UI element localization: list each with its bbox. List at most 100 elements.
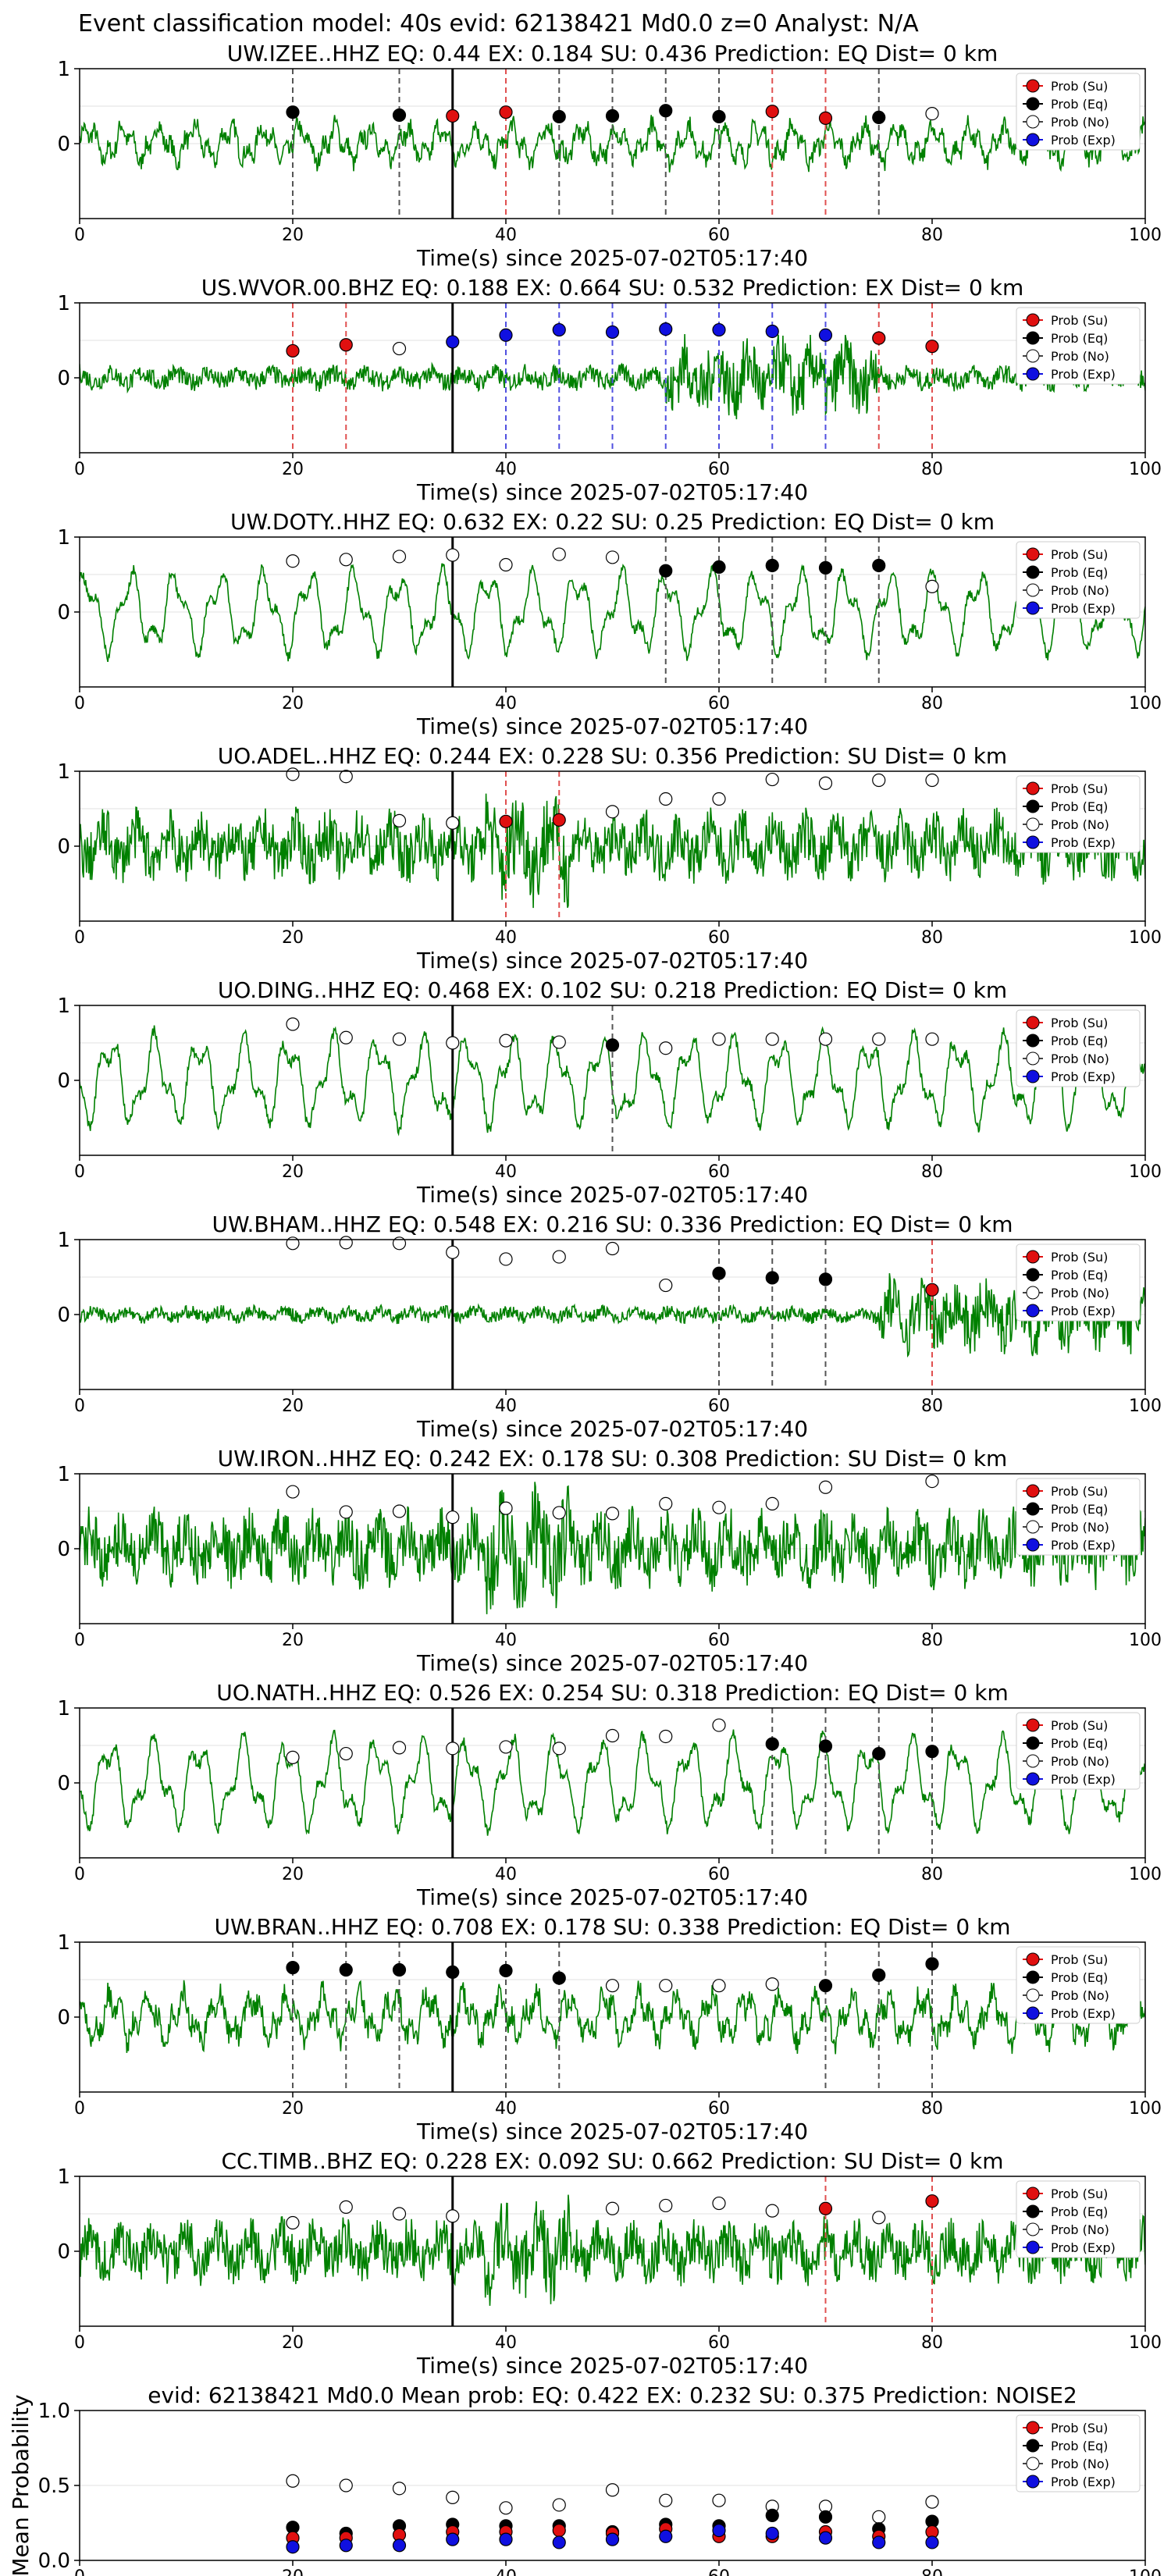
prob-marker-eq	[499, 1963, 513, 1978]
axes-frame	[79, 302, 1146, 454]
legend-label: Prob (Exp)	[1051, 1538, 1116, 1553]
y-tick-label: 0	[57, 601, 70, 624]
legend-label: Prob (No)	[1051, 1988, 1109, 2003]
x-tick-label: 60	[708, 2567, 730, 2576]
legend-marker	[1026, 349, 1040, 363]
legend-box	[1016, 307, 1141, 385]
mean-prob-point-exp	[712, 2524, 726, 2538]
mean-prob-point-exp	[605, 2532, 620, 2546]
prob-marker-no	[659, 1496, 673, 1511]
x-tick-label: 20	[282, 1397, 304, 1416]
panel-title: evid: 62138421 Md0.0 Mean prob: EQ: 0.42…	[148, 2382, 1077, 2408]
legend-marker	[1026, 781, 1040, 795]
waveform-trace	[80, 1980, 1145, 2055]
panels: UW.IZEE..HHZ EQ: 0.44 EX: 0.184 SU: 0.43…	[8, 41, 1162, 2576]
panel-us-wvor-00-bhz: US.WVOR.00.BHZ EQ: 0.188 EX: 0.664 SU: 0…	[57, 275, 1162, 505]
x-axis-label: Time(s) since 2025-07-02T05:17:40	[416, 1182, 808, 1208]
prob-marker-no	[712, 792, 726, 806]
prob-marker-su	[499, 814, 513, 828]
waveform-trace	[80, 1482, 1145, 1614]
x-tick-label: 80	[921, 694, 943, 713]
x-tick-label: 60	[708, 2099, 730, 2119]
y-tick-label: 0	[57, 2240, 70, 2264]
prob-marker-su	[765, 105, 779, 119]
panel-title: US.WVOR.00.BHZ EQ: 0.188 EX: 0.664 SU: 0…	[201, 275, 1024, 301]
legend-marker	[1026, 133, 1040, 147]
mean-prob-point-no	[499, 2501, 513, 2515]
prob-marker-no	[552, 1506, 566, 1520]
legend-marker	[1026, 367, 1040, 381]
waveform-trace	[80, 333, 1145, 420]
prob-marker-eq	[818, 1272, 833, 1286]
x-tick-label: 0	[74, 1865, 85, 1884]
mean-prob-point-su	[552, 2524, 566, 2538]
x-tick-label: 80	[921, 2567, 943, 2576]
legend-label: Prob (Eq)	[1051, 1970, 1108, 1985]
legend-box	[1016, 73, 1141, 151]
legend-marker	[1026, 2006, 1040, 2020]
prob-marker-no	[605, 1507, 620, 1521]
y-axis-label: Mean Probability	[8, 2394, 34, 2576]
prob-marker-no	[872, 773, 886, 788]
prob-marker-no	[605, 2201, 620, 2215]
x-tick-label: 0	[74, 1397, 85, 1416]
panel-cc-timb--bhz: CC.TIMB..BHZ EQ: 0.228 EX: 0.092 SU: 0.6…	[57, 2148, 1162, 2379]
legend-marker	[1026, 1538, 1040, 1552]
prob-marker-eq	[552, 1971, 566, 1985]
mean-prob-point-exp	[552, 2535, 566, 2549]
legend-marker	[1026, 2457, 1040, 2471]
x-tick-label: 40	[495, 1397, 517, 1416]
x-tick-label: 80	[921, 1631, 943, 1650]
x-axis-label: Time(s) since 2025-07-02T05:17:40	[416, 2119, 808, 2144]
y-tick-label: 1	[57, 760, 70, 784]
prob-marker-no	[925, 773, 939, 788]
prob-marker-no	[286, 1485, 300, 1499]
x-tick-label: 20	[282, 2099, 304, 2119]
prob-marker-no	[499, 1501, 513, 1515]
prob-marker-no	[552, 547, 566, 561]
prob-marker-eq	[872, 1968, 886, 1982]
y-tick-label: 1	[57, 58, 70, 81]
prob-marker-eq	[286, 1961, 300, 1975]
y-tick-label: 0	[57, 133, 70, 156]
legend-marker	[1026, 1772, 1040, 1786]
x-tick-label: 100	[1129, 460, 1162, 479]
prob-marker-eq	[818, 1739, 833, 1753]
panel-mean: evid: 62138421 Md0.0 Mean prob: EQ: 0.42…	[8, 2382, 1162, 2576]
legend-marker	[1026, 1718, 1040, 1732]
legend-marker	[1026, 1520, 1040, 1534]
x-tick-label: 40	[495, 1865, 517, 1884]
prob-marker-su	[552, 813, 566, 827]
prob-marker-eq	[818, 560, 833, 575]
prob-marker-no	[605, 550, 620, 564]
prob-marker-no	[286, 1236, 300, 1251]
prob-marker-exp	[712, 322, 726, 337]
x-tick-label: 60	[708, 1865, 730, 1884]
y-tick-label: 1	[57, 1697, 70, 1720]
prob-marker-no	[712, 1032, 726, 1046]
prob-marker-exp	[659, 322, 673, 336]
mean-prob-point-exp	[392, 2539, 407, 2553]
x-tick-label: 80	[921, 1865, 943, 1884]
prob-marker-no	[392, 2207, 407, 2221]
x-tick-label: 100	[1129, 2099, 1162, 2119]
prob-marker-eq	[765, 1271, 779, 1285]
prob-marker-exp	[818, 328, 833, 342]
x-tick-label: 100	[1129, 1397, 1162, 1416]
prob-marker-su	[446, 109, 460, 123]
prob-marker-no	[552, 1742, 566, 1756]
x-tick-label: 20	[282, 2333, 304, 2353]
axes-frame	[79, 2410, 1146, 2561]
legend-label: Prob (Su)	[1051, 2186, 1108, 2201]
prob-marker-no	[446, 2209, 460, 2223]
prob-marker-exp	[605, 325, 620, 340]
prob-marker-exp	[499, 328, 513, 342]
x-tick-label: 100	[1129, 2333, 1162, 2353]
legend-label: Prob (Eq)	[1051, 1034, 1108, 1048]
legend-box	[1016, 1478, 1141, 1556]
y-tick-label: 1	[57, 994, 70, 1018]
legend-label: Prob (No)	[1051, 583, 1109, 598]
x-axis-label: Time(s) since 2025-07-02T05:17:40	[416, 1884, 808, 1910]
y-tick-label: 0.5	[38, 2475, 70, 2498]
prob-marker-no	[765, 772, 779, 787]
